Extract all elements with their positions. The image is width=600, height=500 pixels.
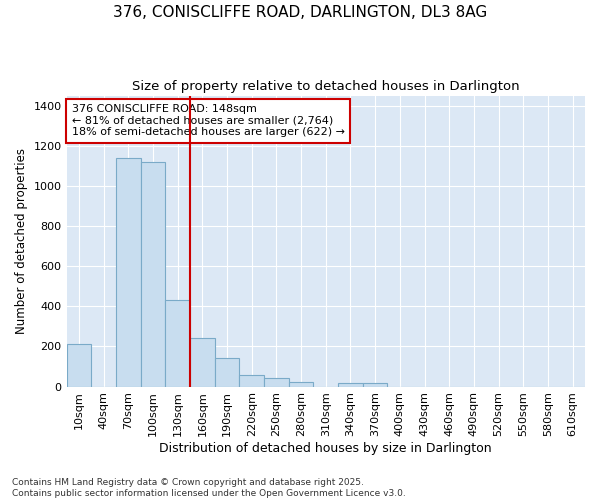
Text: 376 CONISCLIFFE ROAD: 148sqm
← 81% of detached houses are smaller (2,764)
18% of: 376 CONISCLIFFE ROAD: 148sqm ← 81% of de… [72, 104, 345, 138]
Bar [363, 382, 388, 386]
Bar [67, 344, 91, 387]
Bar [215, 358, 239, 386]
Bar [338, 382, 363, 386]
Bar [165, 300, 190, 386]
Bar [140, 162, 165, 386]
Text: Contains HM Land Registry data © Crown copyright and database right 2025.
Contai: Contains HM Land Registry data © Crown c… [12, 478, 406, 498]
Title: Size of property relative to detached houses in Darlington: Size of property relative to detached ho… [132, 80, 520, 93]
Text: 376, CONISCLIFFE ROAD, DARLINGTON, DL3 8AG: 376, CONISCLIFFE ROAD, DARLINGTON, DL3 8… [113, 5, 487, 20]
Y-axis label: Number of detached properties: Number of detached properties [15, 148, 28, 334]
Bar [190, 338, 215, 386]
Bar [116, 158, 140, 386]
Bar [239, 374, 264, 386]
Bar [264, 378, 289, 386]
X-axis label: Distribution of detached houses by size in Darlington: Distribution of detached houses by size … [160, 442, 492, 455]
Bar [289, 382, 313, 386]
